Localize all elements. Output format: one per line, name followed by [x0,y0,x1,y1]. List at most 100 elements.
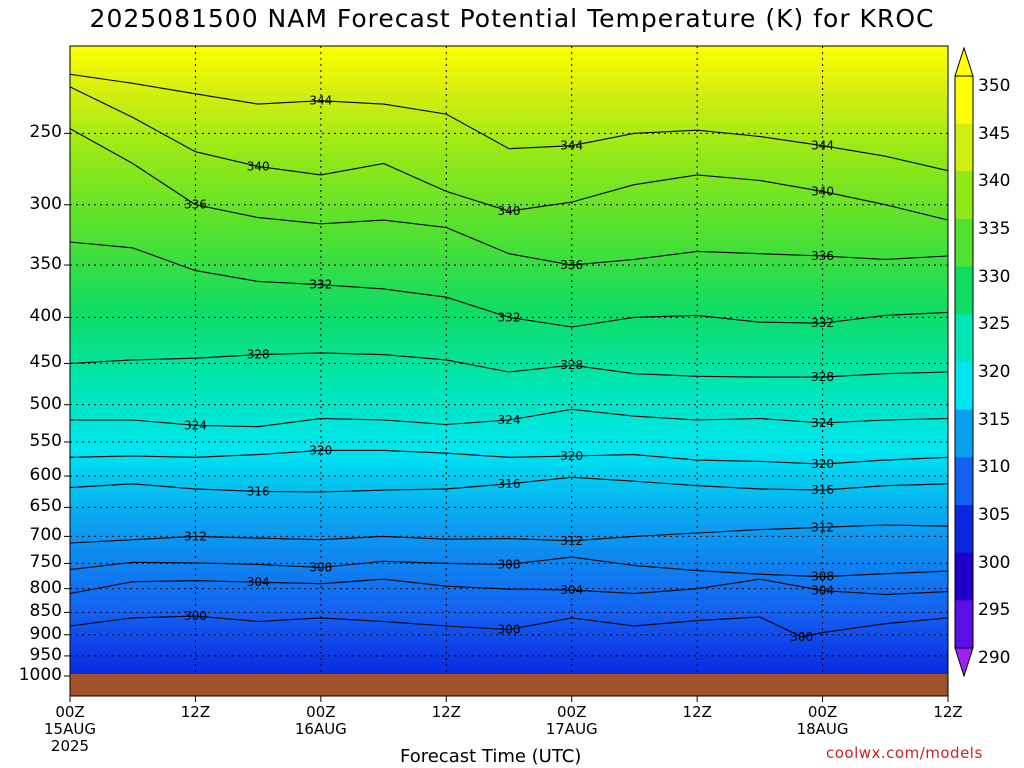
field-fill [70,46,948,676]
plot-frame [69,45,949,697]
contour-label: 344 [560,139,583,153]
contour-label: 344 [309,94,332,108]
ground-strip [70,674,948,696]
colorbar-segment [955,600,973,649]
contour-label: 340 [247,159,270,173]
contour-label: 332 [498,310,521,324]
contour-316 [70,476,948,493]
contour-300 [70,615,948,638]
contour-304 [70,578,948,596]
colorbar-segment [955,552,973,601]
colorbar-label: 300 [978,552,1011,573]
contour-label: 312 [560,534,583,548]
y-tick-label: 800 [29,577,62,598]
contour-340 [70,86,948,221]
y-tick-label: 550 [29,430,62,451]
colorbar-label: 320 [978,362,1011,382]
y-tick-label: 850 [29,601,62,622]
contour-label: 300 [498,623,521,637]
contour-label: 328 [247,348,270,362]
contour-308 [70,556,948,578]
contour-label: 324 [811,416,834,430]
contour-label: 304 [811,584,834,598]
y-tick-label: 1000 [18,665,62,685]
x-tick-text: 00Z [55,703,85,721]
contour-label: 324 [184,418,207,432]
x-tick-label: 00Z 17AUG [527,704,617,738]
contour-328 [70,352,948,378]
x-tick-label: 12Z [401,704,491,721]
colorbar-label: 335 [978,219,1011,239]
colorbar-label: 310 [978,457,1011,478]
y-tick-label: 750 [29,552,62,573]
contour-label: 344 [811,139,834,153]
colorbar-segment [955,76,973,125]
x-tick-text: 00Z [306,703,336,721]
colorbar-label: 345 [978,123,1011,144]
x-tick-text: 2025 [50,737,90,755]
y-tick-label: 500 [29,393,62,414]
contour-label: 316 [247,484,270,498]
chart-title: 2025081500 NAM Forecast Potential Temper… [89,4,935,33]
temperature-field [70,46,948,676]
contour-label: 320 [309,443,332,457]
contour-label: 336 [560,258,583,272]
contour-336 [70,128,948,266]
colorbar-label: 330 [978,266,1011,287]
y-tick-label: 700 [29,525,62,546]
x-tick-text: 18AUG [796,720,849,738]
colorbar-segment [955,362,973,411]
x-tick-text: 12Z [682,703,712,721]
colorbar-segment [955,457,973,506]
y-tick-label: 600 [29,465,62,486]
x-tick-text: 15AUG [44,720,96,738]
contour-label: 324 [498,413,521,427]
contour-label: 340 [811,184,834,198]
x-tick-label: 00Z 16AUG [276,704,366,738]
contour-312 [70,524,948,544]
colorbar-segment [955,314,973,363]
credit-link[interactable]: coolwx.com/models [826,744,983,762]
colorbar-segment [955,123,973,172]
contour-label: 300 [790,630,813,644]
y-tick-label: 450 [29,352,62,373]
x-tick-text: 00Z [557,703,587,721]
colorbar-top-arrow [954,46,974,77]
x-tick-label: 12Z [903,704,993,721]
x-tick-text: 00Z [807,703,838,721]
colorbar-label: 315 [978,409,1011,430]
y-tick-label: 300 [29,193,62,214]
contour-320 [70,449,948,465]
x-axis-title: Forecast Time (UTC) [400,746,582,767]
contour-label: 308 [811,570,834,584]
colorbar-segment [955,505,973,554]
x-tick-text: 12Z [933,703,963,721]
colorbar-label: 340 [978,171,1011,192]
colorbar-bottom-arrow [954,647,974,678]
contour-label: 312 [184,529,207,543]
contour-324 [70,408,948,428]
contour-label: 300 [184,609,207,623]
contour-label: 304 [247,575,270,589]
contour-label: 328 [560,358,583,372]
contour-label: 340 [498,204,521,218]
contour-label: 312 [811,520,834,534]
colorbar-frame [954,75,974,649]
contour-label: 328 [811,370,834,384]
colorbar-segment [955,219,973,268]
y-tick-label: 250 [29,122,62,143]
x-tick-text: 12Z [431,703,461,721]
colorbar-label: 350 [978,76,1011,96]
y-tick-label: 900 [29,623,62,644]
contour-label: 336 [184,198,207,212]
contour-label: 308 [309,561,332,575]
contour-label: 316 [498,477,521,491]
contour-332 [70,241,948,328]
x-tick-label: 00Z 18AUG [778,704,868,738]
x-tick-label: 00Z 15AUG 2025 [25,704,115,755]
y-tick-label: 400 [29,306,62,327]
x-tick-text: 16AUG [294,720,347,738]
y-tick-label: 350 [29,254,62,275]
